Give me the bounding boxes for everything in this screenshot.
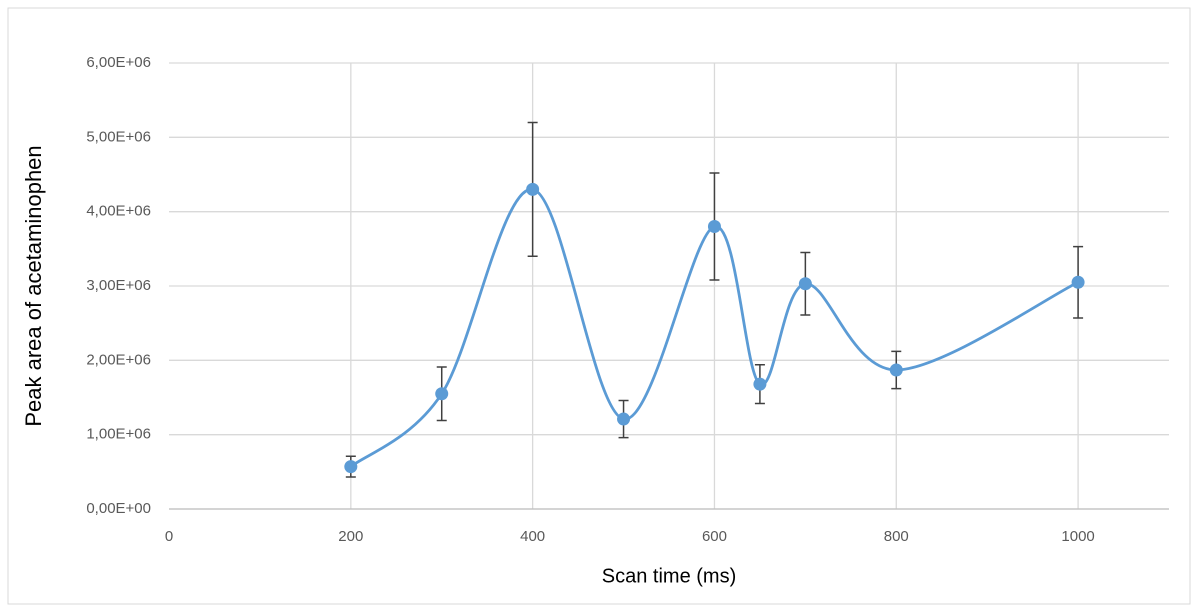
y-tick-label: 6,00E+06 — [86, 54, 151, 71]
x-tick-label: 1000 — [1061, 528, 1094, 545]
x-tick-label: 400 — [520, 528, 545, 545]
x-tick-label: 0 — [165, 528, 173, 545]
data-point — [753, 377, 767, 391]
data-point — [1071, 275, 1085, 289]
x-tick-label: 200 — [338, 528, 363, 545]
y-tick-label: 0,00E+00 — [86, 500, 151, 517]
data-point — [707, 220, 721, 234]
x-axis-title: Scan time (ms) — [602, 565, 736, 587]
data-point — [617, 412, 631, 426]
x-tick-label: 600 — [702, 528, 727, 545]
y-tick-label: 3,00E+06 — [86, 277, 151, 294]
data-point — [526, 182, 540, 196]
y-tick-label: 2,00E+06 — [86, 351, 151, 368]
y-tick-label: 5,00E+06 — [86, 128, 151, 145]
data-point — [344, 460, 358, 474]
y-tick-label: 4,00E+06 — [86, 203, 151, 220]
y-axis-title: Peak area of acetaminophen — [21, 145, 46, 426]
data-line — [349, 187, 1079, 468]
chart-border — [7, 7, 1191, 605]
x-tick-label: 800 — [884, 528, 909, 545]
data-point — [435, 387, 449, 401]
data-point — [889, 363, 903, 377]
data-point — [798, 277, 812, 291]
y-tick-label: 1,00E+06 — [86, 426, 151, 443]
